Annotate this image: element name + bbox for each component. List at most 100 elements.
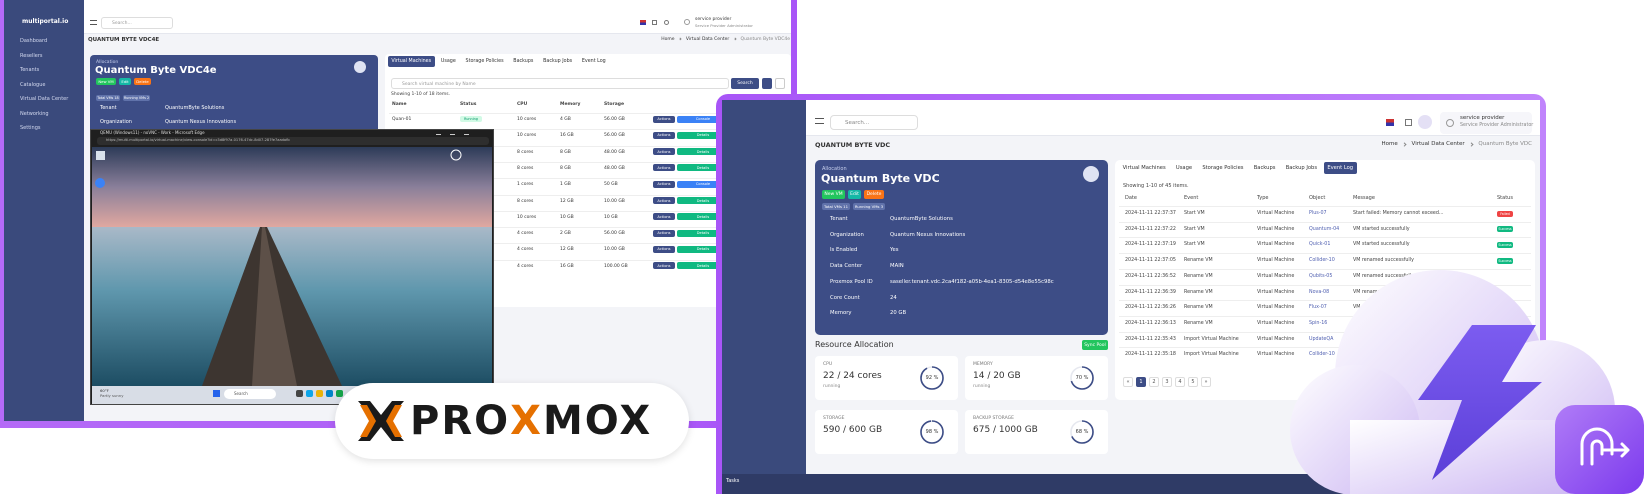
theme-icon[interactable]	[1418, 115, 1432, 129]
page-button[interactable]: 2	[1149, 377, 1159, 387]
vm-action-button[interactable]: Actions	[653, 197, 675, 204]
window-control[interactable]	[464, 131, 469, 135]
vm-search-button[interactable]: Search	[731, 78, 759, 89]
breadcrumb-item[interactable]: Virtual Data Center	[685, 37, 730, 42]
event-object[interactable]: Qubits-05	[1309, 273, 1333, 279]
tab[interactable]: Backup Jobs	[1285, 165, 1318, 171]
menu-icon[interactable]	[90, 20, 97, 25]
vm-action-button[interactable]: Console	[677, 180, 729, 188]
sidebar	[4, 0, 84, 421]
page-button[interactable]: «	[1123, 377, 1133, 387]
vm-action-button[interactable]: Actions	[653, 148, 675, 156]
vm-action-button[interactable]: Details	[677, 131, 729, 139]
search-box[interactable]: Search...	[830, 115, 918, 130]
card-button[interactable]: New VM	[96, 78, 116, 85]
sidebar-item[interactable]: Tenants	[20, 67, 40, 73]
vm-action-button[interactable]: Actions	[653, 229, 675, 237]
event-object[interactable]: Collider-10	[1309, 258, 1335, 264]
search-box[interactable]: Search...	[101, 17, 173, 29]
card-button[interactable]: New VM	[822, 190, 845, 199]
taskbar-search[interactable]: Search	[224, 389, 276, 399]
tab[interactable]: Usage	[1175, 165, 1193, 171]
event-object[interactable]: Plus-07	[1309, 211, 1327, 216]
vm-action-button[interactable]: Actions	[653, 213, 675, 221]
vm-action-button[interactable]: Actions	[653, 164, 675, 172]
user-avatar[interactable]	[684, 19, 690, 25]
row-divider	[1119, 221, 1531, 223]
vm-action-button[interactable]: Actions	[653, 262, 675, 270]
sidebar-item[interactable]: Dashboard	[20, 38, 48, 44]
view-toggle[interactable]	[762, 78, 772, 89]
tab[interactable]: Backup Jobs	[543, 59, 573, 64]
event-object[interactable]: Nova-08	[1309, 289, 1330, 295]
card-button[interactable]: Edit	[119, 78, 131, 85]
vm-action-button[interactable]: Console	[677, 115, 729, 123]
view-toggle[interactable]	[775, 78, 785, 89]
sidebar-item[interactable]: Resellers	[20, 52, 43, 59]
vm-action-button[interactable]: Details	[677, 262, 729, 270]
taskbar-app[interactable]	[296, 390, 303, 397]
tab[interactable]: Event Log	[1323, 162, 1357, 174]
tab[interactable]: Backups	[1253, 165, 1276, 171]
page-button[interactable]: 4	[1175, 377, 1185, 387]
vm-action-button[interactable]: Actions	[653, 115, 675, 123]
window-control[interactable]	[436, 131, 441, 135]
vm-action-button[interactable]: Actions	[653, 131, 675, 139]
event-object[interactable]: Flux-07	[1309, 305, 1327, 311]
event-object[interactable]: UpdateQA	[1309, 336, 1334, 342]
vm-action-button[interactable]: Details	[677, 197, 729, 204]
tab[interactable]: Usage	[440, 59, 456, 64]
event-object[interactable]: Quantum-04	[1309, 226, 1340, 232]
taskbar-app[interactable]	[326, 390, 333, 397]
event-message: Start failed: Memory cannot exceed...	[1353, 211, 1444, 216]
start-button[interactable]	[213, 390, 220, 397]
window-control[interactable]	[450, 131, 455, 135]
vm-memory: 12 GB	[560, 247, 574, 253]
card-button[interactable]: Delete	[864, 190, 884, 199]
breadcrumb-item[interactable]: Virtual Data Center	[1411, 141, 1465, 147]
tab[interactable]: Storage Policies	[1202, 165, 1244, 171]
tab[interactable]: Event Log	[581, 59, 606, 64]
vm-action-button[interactable]: Details	[677, 213, 729, 221]
sidebar-item[interactable]: Catalogue	[20, 81, 46, 88]
theme-icon[interactable]	[664, 20, 669, 25]
fullscreen-icon[interactable]	[1405, 119, 1412, 126]
vm-action-button[interactable]: Details	[677, 229, 729, 237]
footer-text[interactable]: Tasks	[726, 478, 740, 484]
event-object[interactable]: Spin-16	[1309, 320, 1328, 326]
vm-action-button[interactable]: Details	[677, 164, 729, 172]
user-box[interactable]	[1440, 112, 1532, 134]
breadcrumb-item[interactable]: Home	[1381, 141, 1398, 147]
event-object[interactable]: Quick-01	[1309, 242, 1331, 248]
page-button[interactable]: 3	[1162, 377, 1172, 387]
tab[interactable]: Virtual Machines	[388, 56, 435, 67]
sync-button[interactable]: Sync Pool	[1082, 340, 1108, 350]
fullscreen-icon[interactable]	[652, 20, 657, 25]
page-button[interactable]: »	[1201, 377, 1211, 387]
event-object[interactable]: Collider-10	[1309, 352, 1335, 358]
breadcrumb-item[interactable]: Home	[661, 37, 675, 42]
menu-icon[interactable]	[815, 118, 824, 124]
card-button[interactable]: Edit	[848, 190, 861, 199]
tab[interactable]: Backups	[513, 59, 534, 64]
page-button[interactable]: 1	[1136, 377, 1146, 387]
page-button[interactable]: 5	[1188, 377, 1198, 387]
vm-search-input[interactable]: Search virtual machine by Name	[391, 78, 729, 89]
vm-storage: 50 GB	[604, 182, 618, 188]
tab[interactable]: Virtual Machines	[1122, 165, 1166, 171]
vm-action-button[interactable]: Details	[677, 245, 729, 253]
taskbar-app[interactable]	[316, 390, 323, 397]
sky	[92, 147, 492, 227]
taskbar-app[interactable]	[336, 390, 343, 397]
vm-action-button[interactable]: Actions	[653, 245, 675, 253]
vm-action-button[interactable]: Actions	[653, 180, 675, 188]
card-menu[interactable]	[354, 61, 366, 73]
taskbar-app[interactable]	[306, 390, 313, 397]
sidebar-item[interactable]: Virtual Data Center	[20, 96, 69, 102]
vm-action-button[interactable]: Details	[677, 148, 729, 156]
card-button[interactable]: Delete	[134, 78, 151, 85]
sidebar-item[interactable]: Settings	[20, 125, 41, 131]
sidebar-item[interactable]: Networking	[20, 110, 49, 117]
card-menu[interactable]	[1083, 166, 1099, 182]
tab[interactable]: Storage Policies	[465, 59, 504, 64]
